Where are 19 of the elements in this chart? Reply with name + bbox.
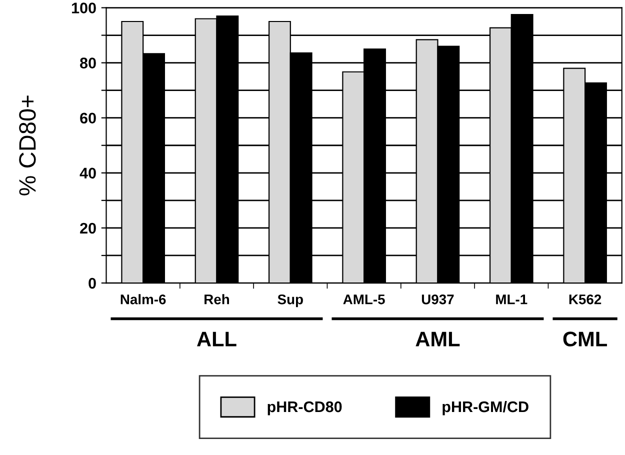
legend-label: pHR-CD80 <box>268 401 342 416</box>
x-tick-label: K562 <box>569 294 602 304</box>
y-tick-label: 80 <box>80 58 96 68</box>
y-tick-label: 100 <box>72 2 96 14</box>
y-tick-label: 40 <box>80 168 96 179</box>
x-tick-label: Reh <box>204 294 229 304</box>
y-axis-title: % CD80+ <box>19 96 36 196</box>
x-tick-label: AML-5 <box>343 294 385 304</box>
text: AML <box>416 332 460 346</box>
text: CML <box>563 332 607 346</box>
legend-label: pHR-GM/CD <box>442 400 528 416</box>
text: ALL <box>197 332 236 346</box>
y-tick-label: 60 <box>80 112 96 124</box>
y-tick-label: 20 <box>80 222 96 234</box>
y-tick-label: 0 <box>88 278 96 289</box>
x-tick-label: ML-1 <box>496 294 528 304</box>
x-tick-label: U937 <box>422 294 454 304</box>
x-tick-label: Nalm-6 <box>120 294 166 304</box>
x-tick-label: Sup <box>278 294 303 308</box>
